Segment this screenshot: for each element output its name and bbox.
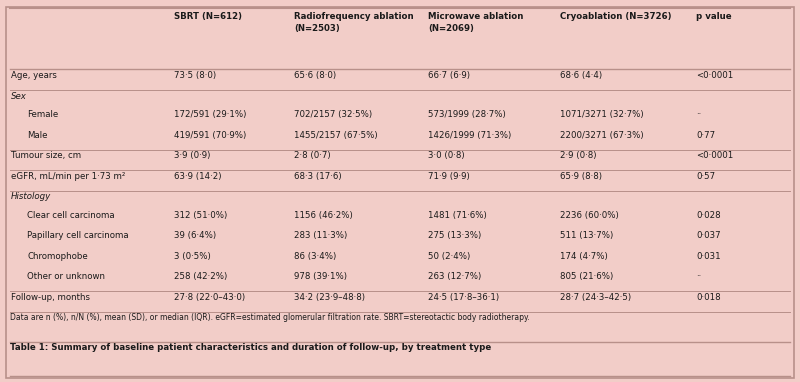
Text: 2·8 (0·7): 2·8 (0·7) (294, 151, 331, 160)
Text: Histology: Histology (11, 192, 51, 201)
Text: SBRT (N=612): SBRT (N=612) (174, 12, 242, 21)
Text: Papillary cell carcinoma: Papillary cell carcinoma (27, 231, 129, 240)
Text: 66·7 (6·9): 66·7 (6·9) (428, 71, 470, 80)
Text: Radiofrequency ablation
(N=2503): Radiofrequency ablation (N=2503) (294, 12, 414, 33)
Text: eGFR, mL/min per 1·73 m²: eGFR, mL/min per 1·73 m² (11, 172, 126, 181)
Text: Clear cell carcinoma: Clear cell carcinoma (27, 210, 115, 220)
Text: 1426/1999 (71·3%): 1426/1999 (71·3%) (428, 131, 511, 139)
Text: 34·2 (23·9–48·8): 34·2 (23·9–48·8) (294, 293, 366, 302)
Text: 71·9 (9·9): 71·9 (9·9) (428, 172, 470, 181)
Text: 573/1999 (28·7%): 573/1999 (28·7%) (428, 110, 506, 119)
Text: Cryoablation (N=3726): Cryoablation (N=3726) (560, 12, 671, 21)
Text: p value: p value (696, 12, 732, 21)
Text: 3 (0·5%): 3 (0·5%) (174, 252, 211, 261)
Text: 0·57: 0·57 (696, 172, 715, 181)
Text: 68·6 (4·4): 68·6 (4·4) (560, 71, 602, 80)
Text: 174 (4·7%): 174 (4·7%) (560, 252, 608, 261)
Text: Table 1: Summary of baseline patient characteristics and duration of follow-up, : Table 1: Summary of baseline patient cha… (10, 343, 491, 353)
Text: 86 (3·4%): 86 (3·4%) (294, 252, 337, 261)
Text: 258 (42·2%): 258 (42·2%) (174, 272, 228, 282)
Text: 39 (6·4%): 39 (6·4%) (174, 231, 217, 240)
Text: 50 (2·4%): 50 (2·4%) (428, 252, 470, 261)
Text: Male: Male (27, 131, 48, 139)
Text: 0·028: 0·028 (696, 210, 721, 220)
Text: 1071/3271 (32·7%): 1071/3271 (32·7%) (560, 110, 644, 119)
Text: 263 (12·7%): 263 (12·7%) (428, 272, 482, 282)
Text: 63·9 (14·2): 63·9 (14·2) (174, 172, 222, 181)
Text: 275 (13·3%): 275 (13·3%) (428, 231, 482, 240)
Text: 805 (21·6%): 805 (21·6%) (560, 272, 614, 282)
Text: 1455/2157 (67·5%): 1455/2157 (67·5%) (294, 131, 378, 139)
Text: 0·018: 0·018 (696, 293, 721, 302)
Text: Tumour size, cm: Tumour size, cm (11, 151, 82, 160)
Text: Age, years: Age, years (11, 71, 57, 80)
Text: 1481 (71·6%): 1481 (71·6%) (428, 210, 486, 220)
Text: 2·9 (0·8): 2·9 (0·8) (560, 151, 597, 160)
Text: ··: ·· (696, 110, 702, 119)
Text: Chromophobe: Chromophobe (27, 252, 88, 261)
Text: 28·7 (24·3–42·5): 28·7 (24·3–42·5) (560, 293, 631, 302)
Text: 2236 (60·0%): 2236 (60·0%) (560, 210, 618, 220)
Text: Data are n (%), n/N (%), mean (SD), or median (IQR). eGFR=estimated glomerular f: Data are n (%), n/N (%), mean (SD), or m… (10, 313, 530, 322)
Text: 0·031: 0·031 (696, 252, 721, 261)
Text: 27·8 (22·0–43·0): 27·8 (22·0–43·0) (174, 293, 246, 302)
Text: 65·6 (8·0): 65·6 (8·0) (294, 71, 337, 80)
Text: 0·037: 0·037 (696, 231, 721, 240)
Text: 283 (11·3%): 283 (11·3%) (294, 231, 348, 240)
Text: Follow-up, months: Follow-up, months (11, 293, 90, 302)
Text: 3·9 (0·9): 3·9 (0·9) (174, 151, 210, 160)
Text: Other or unknown: Other or unknown (27, 272, 106, 282)
Text: Microwave ablation
(N=2069): Microwave ablation (N=2069) (428, 12, 523, 33)
Text: Female: Female (27, 110, 58, 119)
Text: 2200/3271 (67·3%): 2200/3271 (67·3%) (560, 131, 644, 139)
Text: 702/2157 (32·5%): 702/2157 (32·5%) (294, 110, 373, 119)
Text: 65·9 (8·8): 65·9 (8·8) (560, 172, 602, 181)
Text: 24·5 (17·8–36·1): 24·5 (17·8–36·1) (428, 293, 499, 302)
Text: 73·5 (8·0): 73·5 (8·0) (174, 71, 217, 80)
Text: 68·3 (17·6): 68·3 (17·6) (294, 172, 342, 181)
Text: 172/591 (29·1%): 172/591 (29·1%) (174, 110, 246, 119)
Text: <0·0001: <0·0001 (696, 71, 734, 80)
Text: <0·0001: <0·0001 (696, 151, 734, 160)
Text: 3·0 (0·8): 3·0 (0·8) (428, 151, 465, 160)
Text: 978 (39·1%): 978 (39·1%) (294, 272, 347, 282)
Text: 312 (51·0%): 312 (51·0%) (174, 210, 228, 220)
Text: 0·77: 0·77 (696, 131, 715, 139)
Text: Sex: Sex (11, 92, 27, 100)
Text: 511 (13·7%): 511 (13·7%) (560, 231, 614, 240)
Text: ··: ·· (696, 272, 702, 282)
Text: 419/591 (70·9%): 419/591 (70·9%) (174, 131, 246, 139)
Text: 1156 (46·2%): 1156 (46·2%) (294, 210, 353, 220)
